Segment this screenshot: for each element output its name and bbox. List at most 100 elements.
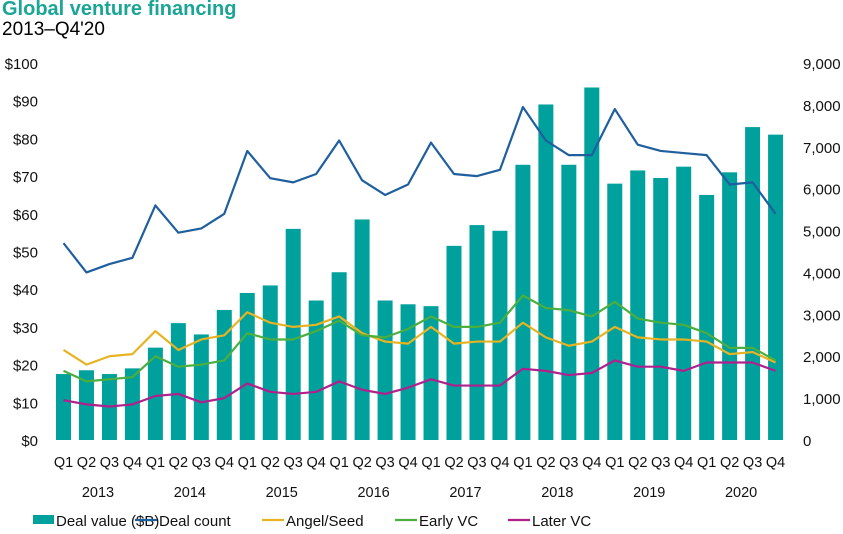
right-axis-tick: 6,000: [803, 182, 841, 199]
x-axis-year-label: 2020: [725, 485, 757, 501]
x-axis-quarter-label: Q3: [559, 455, 578, 471]
bar-deal-value: [331, 272, 347, 440]
legend-label: Angel/Seed: [286, 513, 364, 530]
right-axis-tick: 4,000: [803, 265, 841, 282]
bar-deal-value: [469, 225, 485, 440]
legend-swatch: [33, 515, 54, 524]
line-deal-count: [62, 105, 777, 274]
x-axis-quarter-label: Q4: [766, 455, 785, 471]
x-axis-quarter-label: Q2: [444, 455, 463, 471]
x-axis-quarter-label: Q4: [582, 455, 601, 471]
x-axis-quarter-label: Q3: [375, 455, 394, 471]
x-axis-quarter-label: Q2: [169, 455, 188, 471]
bar-deal-value: [584, 87, 600, 440]
bar-deal-value: [607, 183, 623, 440]
right-axis-tick: 0: [803, 433, 811, 450]
bar-deal-value: [377, 300, 393, 440]
x-axis-quarter-label: Q1: [54, 455, 73, 471]
x-axis-quarter-label: Q4: [123, 455, 142, 471]
chart-subtitle: 2013–Q4'20: [2, 19, 105, 40]
x-axis-quarter-label: Q1: [697, 455, 716, 471]
legend-label: Deal count: [159, 513, 232, 530]
line-angel-seed: [62, 311, 777, 366]
right-axis-tick: 3,000: [803, 307, 841, 324]
x-axis-quarter-label: Q3: [100, 455, 119, 471]
x-axis-year-label: 2015: [266, 485, 298, 501]
x-axis-quarter-label: Q3: [284, 455, 303, 471]
left-axis-tick: $20: [13, 358, 38, 375]
x-axis-year-label: 2018: [541, 485, 573, 501]
left-axis-tick: $60: [13, 207, 38, 224]
x-axis-quarter-label: Q2: [628, 455, 647, 471]
x-axis-quarter-label: Q2: [720, 455, 739, 471]
x-axis-quarter-label: Q4: [398, 455, 417, 471]
x-axis-year-label: 2016: [357, 485, 389, 501]
x-axis-quarter-label: Q4: [674, 455, 693, 471]
x-axis-quarter-label: Q2: [352, 455, 371, 471]
left-axis-tick: $0: [21, 433, 38, 450]
bar-deal-value: [216, 309, 232, 440]
bar-deal-value: [538, 104, 554, 440]
bar-deal-value: [745, 127, 761, 440]
x-axis-year-label: 2019: [633, 485, 665, 501]
x-axis-quarter-label: Q2: [77, 455, 96, 471]
left-axis-tick: $80: [13, 131, 38, 148]
x-axis-year-label: 2017: [449, 485, 481, 501]
left-axis-tick: $40: [13, 282, 38, 299]
right-axis-tick: 7,000: [803, 140, 841, 157]
bar-deal-value: [653, 177, 669, 441]
legend-label: Later VC: [532, 513, 591, 530]
bar-deal-value: [56, 374, 71, 440]
right-axis-tick: 2,000: [803, 349, 841, 366]
left-axis-tick: $50: [13, 245, 38, 262]
bar-deal-value: [676, 166, 692, 441]
bar-deal-value: [699, 194, 715, 440]
bar-deal-value: [193, 334, 209, 440]
x-axis-year-label: 2014: [174, 485, 206, 501]
chart-title: Global venture financing: [2, 0, 237, 20]
bar-deal-value: [262, 285, 278, 440]
bar-deal-value: [768, 134, 784, 440]
x-axis-quarter-label: Q1: [513, 455, 532, 471]
left-axis-tick: $30: [13, 320, 38, 337]
x-axis-quarter-label: Q1: [605, 455, 624, 471]
x-axis-quarter-label: Q1: [329, 455, 348, 471]
bar-deal-value: [308, 300, 324, 440]
x-axis-quarter-label: Q2: [261, 455, 280, 471]
bar-deal-value: [170, 323, 186, 440]
right-axis-tick: 1,000: [803, 391, 841, 408]
right-axis-tick: 9,000: [803, 56, 841, 73]
x-axis-quarter-label: Q3: [467, 455, 486, 471]
bar-deal-value: [400, 304, 416, 440]
bar-deal-value: [423, 306, 439, 440]
left-axis-tick: $90: [13, 94, 38, 111]
left-axis-tick: $10: [13, 395, 38, 412]
x-axis-quarter-label: Q3: [651, 455, 670, 471]
x-axis-quarter-label: Q4: [215, 455, 234, 471]
bar-deal-value: [561, 164, 577, 441]
left-axis-tick: $100: [5, 56, 38, 73]
x-axis-year-label: 2013: [82, 485, 114, 501]
x-axis-quarter-label: Q1: [238, 455, 257, 471]
line-early-vc: [63, 294, 777, 383]
line-later-vc: [63, 359, 776, 408]
bar-deal-value: [722, 172, 738, 440]
x-axis-quarter-label: Q3: [743, 455, 762, 471]
bar-deal-value: [239, 292, 255, 440]
bar-deal-value: [492, 230, 508, 440]
right-axis-tick: 5,000: [803, 224, 841, 241]
x-axis-quarter-label: Q1: [421, 455, 440, 471]
x-axis-quarter-label: Q1: [146, 455, 165, 471]
bar-deal-value: [630, 170, 646, 440]
left-axis-tick: $70: [13, 169, 38, 186]
x-axis-quarter-label: Q2: [536, 455, 555, 471]
bar-deal-value: [285, 228, 301, 440]
legend-label: Early VC: [419, 513, 478, 530]
x-axis-quarter-label: Q3: [192, 455, 211, 471]
bar-deal-value: [354, 219, 370, 440]
bar-deal-value: [147, 347, 163, 440]
x-axis-quarter-label: Q4: [490, 455, 509, 471]
right-axis-tick: 8,000: [803, 98, 841, 115]
